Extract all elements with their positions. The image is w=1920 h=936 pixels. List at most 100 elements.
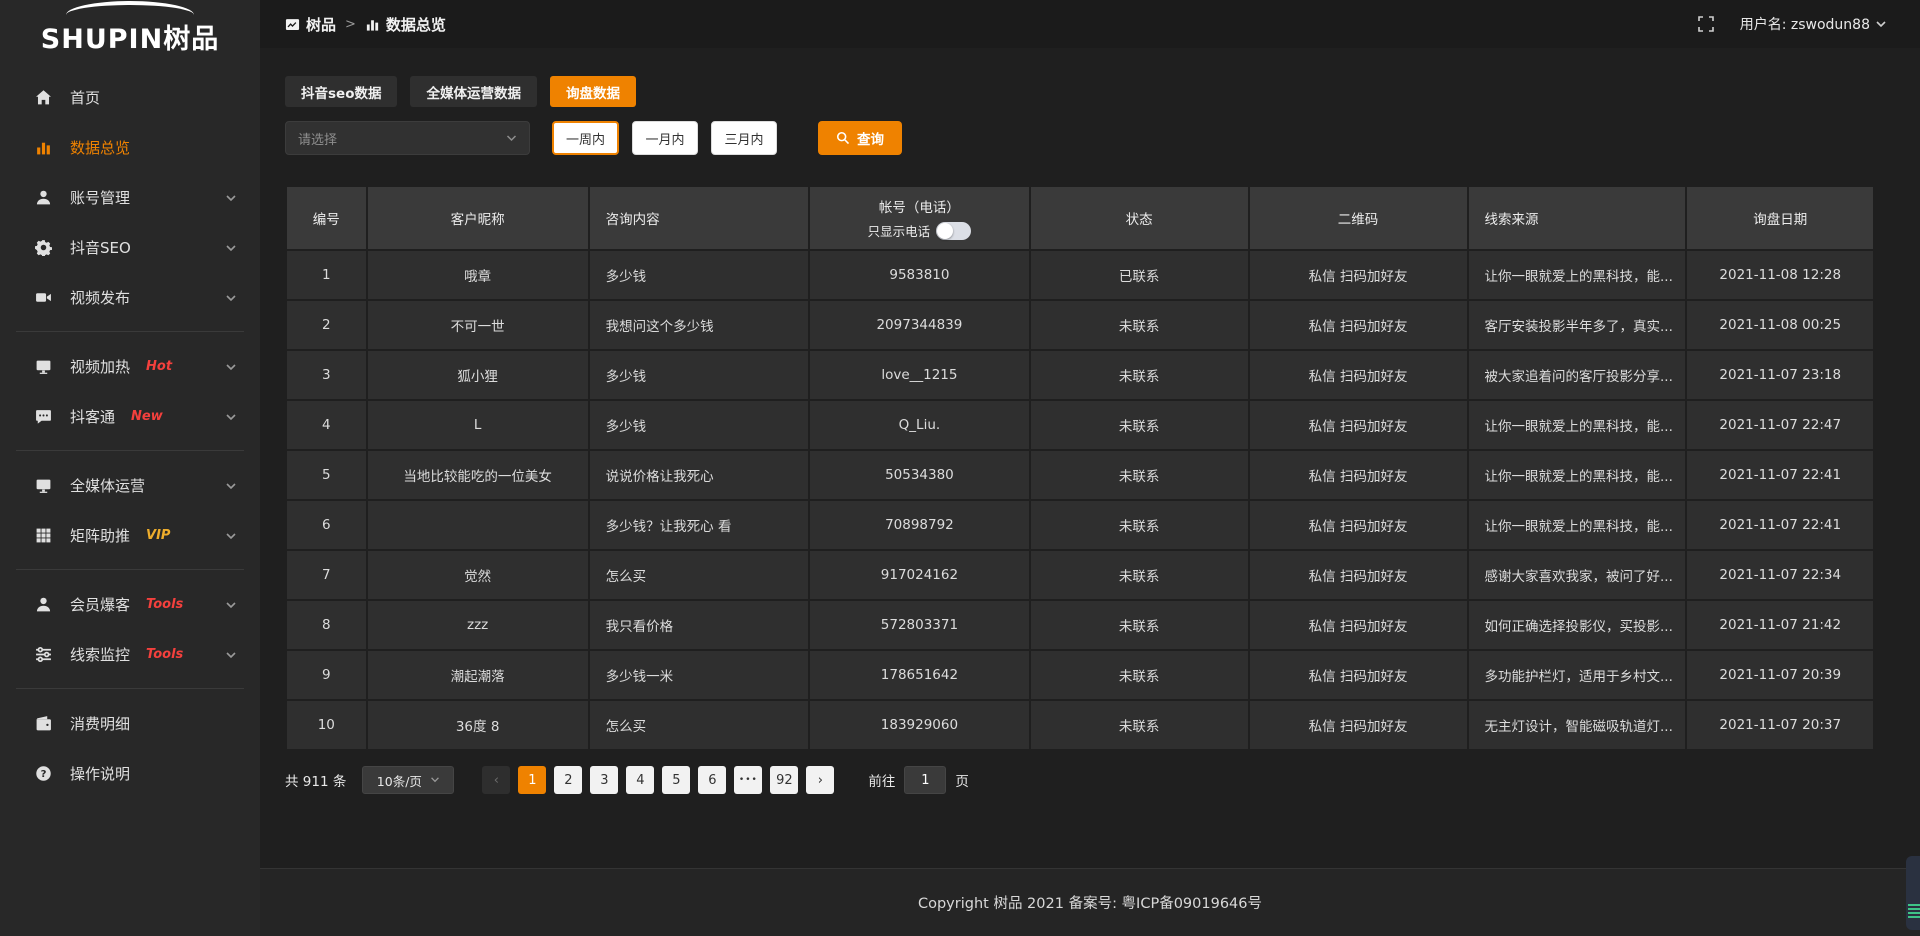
cell-id: 4 — [287, 401, 366, 449]
page-button-1[interactable]: 1 — [518, 766, 547, 794]
page-size-select[interactable]: 10条/页 — [362, 766, 455, 794]
cell-source[interactable]: 让你一眼就爱上的黑科技，能... — [1468, 451, 1686, 499]
cell-qrcode[interactable]: 私信 扫码加好友 — [1249, 351, 1467, 399]
range-button-三月内[interactable]: 三月内 — [711, 121, 778, 155]
cell-content: 我想问这个多少钱 — [589, 301, 809, 349]
cell-qrcode[interactable]: 私信 扫码加好友 — [1249, 701, 1467, 749]
page-button-2[interactable]: 2 — [554, 766, 583, 794]
sidebar-divider — [16, 569, 244, 570]
sidebar-item-抖音SEO[interactable]: 抖音SEO — [0, 222, 260, 272]
cell-source[interactable]: 感谢大家喜欢我家，被问了好... — [1468, 551, 1686, 599]
sidebar-item-label: 视频发布 — [70, 288, 131, 307]
cell-qrcode[interactable]: 私信 扫码加好友 — [1249, 451, 1467, 499]
cell-qrcode[interactable]: 私信 扫码加好友 — [1249, 401, 1467, 449]
cell-id: 8 — [287, 601, 366, 649]
username-label: 用户名: zswodun88 — [1739, 17, 1870, 33]
cell-status: 已联系 — [1030, 251, 1248, 299]
corner-widget[interactable] — [1906, 856, 1920, 930]
breadcrumb-separator: > — [345, 16, 356, 32]
cell-status: 未联系 — [1030, 701, 1248, 749]
cell-date: 2021-11-07 20:37 — [1687, 701, 1873, 749]
chevron-down-icon — [226, 645, 236, 663]
sidebar-item-视频加热[interactable]: 视频加热 Hot — [0, 341, 260, 391]
sidebar-nav: 首页 数据总览 账号管理 抖音SEO 视频发布视频加热 Hot 抖客通 New 全媒体运营 矩阵助… — [0, 72, 260, 798]
column-header-account: 帐号（电话） 只显示电话 — [810, 187, 1029, 249]
select-placeholder: 请选择 — [298, 132, 338, 148]
grid-icon — [35, 527, 52, 544]
sidebar-item-全媒体运营[interactable]: 全媒体运营 — [0, 460, 260, 510]
prev-page-button[interactable]: ‹ — [482, 766, 511, 794]
column-header-content: 咨询内容 — [589, 187, 809, 249]
sidebar-item-label: 抖客通 — [70, 407, 116, 426]
table-row: 6 多少钱？让我死心 看 70898792 未联系 私信 扫码加好友 让你一眼就爱上的黑科… — [287, 501, 1873, 549]
cell-qrcode[interactable]: 私信 扫码加好友 — [1249, 251, 1467, 299]
sidebar-item-会员爆客[interactable]: 会员爆客 Tools — [0, 579, 260, 629]
breadcrumb-item-数据总览[interactable]: 数据总览 — [365, 14, 446, 35]
page-button-3[interactable]: 3 — [590, 766, 619, 794]
tab-抖音seo数据[interactable]: 抖音seo数据 — [285, 76, 398, 107]
sidebar-item-视频发布[interactable]: 视频发布 — [0, 272, 260, 322]
cell-qrcode[interactable]: 私信 扫码加好友 — [1249, 501, 1467, 549]
sidebar-item-矩阵助推[interactable]: 矩阵助推 VIP — [0, 510, 260, 560]
sliders-icon — [35, 646, 52, 663]
fullscreen-icon[interactable] — [1697, 16, 1714, 32]
chevron-down-icon — [226, 188, 236, 206]
sidebar-item-数据总览[interactable]: 数据总览 — [0, 122, 260, 172]
svg-text:?: ? — [41, 769, 47, 780]
cell-source[interactable]: 无主灯设计，智能磁吸轨道灯... — [1468, 701, 1686, 749]
cell-source[interactable]: 多功能护栏灯，适用于乡村文... — [1468, 651, 1686, 699]
filter-row: 请选择 一周内 一月内 三月内 查询 — [285, 121, 1875, 155]
page-button-4[interactable]: 4 — [626, 766, 655, 794]
sidebar-item-首页[interactable]: 首页 — [0, 72, 260, 122]
cell-status: 未联系 — [1030, 401, 1248, 449]
cell-content: 多少钱？让我死心 看 — [589, 501, 809, 549]
cell-date: 2021-11-07 21:42 — [1687, 601, 1873, 649]
sidebar-item-操作说明[interactable]: ? 操作说明 — [0, 748, 260, 798]
user-menu[interactable]: 用户名: zswodun88 — [1740, 14, 1886, 34]
cell-nickname: 潮起潮落 — [367, 651, 588, 699]
chevron-down-icon — [1876, 16, 1886, 32]
account-select[interactable]: 请选择 — [285, 121, 530, 155]
cell-status: 未联系 — [1030, 601, 1248, 649]
tab-询盘数据[interactable]: 询盘数据 — [549, 76, 636, 107]
cell-source[interactable]: 让你一眼就爱上的黑科技，能... — [1468, 501, 1686, 549]
cell-qrcode[interactable]: 私信 扫码加好友 — [1249, 551, 1467, 599]
page-button-92[interactable]: 92 — [770, 766, 799, 794]
goto-page-input[interactable] — [904, 766, 947, 794]
cell-status: 未联系 — [1030, 551, 1248, 599]
cell-nickname: 36度 8 — [367, 701, 588, 749]
chevron-down-icon — [226, 357, 236, 375]
page-ellipsis-button[interactable]: ••• — [734, 766, 763, 794]
sidebar-item-账号管理[interactable]: 账号管理 — [0, 172, 260, 222]
sidebar-item-label: 操作说明 — [70, 764, 131, 783]
range-button-一月内[interactable]: 一月内 — [632, 121, 699, 155]
page-button-5[interactable]: 5 — [662, 766, 691, 794]
cell-account: love__1215 — [810, 351, 1029, 399]
next-page-button[interactable]: › — [806, 766, 835, 794]
cell-source[interactable]: 如何正确选择投影仪，买投影... — [1468, 601, 1686, 649]
cell-source[interactable]: 被大家追着问的客厅投影分享... — [1468, 351, 1686, 399]
inquiry-table: 编号 客户昵称 咨询内容 帐号（电话） 只显示电话 状态 二维码 线索来源 询盘日期 1 哦章 多少… — [285, 185, 1875, 751]
page-number-buttons: 1 2 3 4 5 6 ••• 92 — [518, 766, 806, 794]
cell-qrcode[interactable]: 私信 扫码加好友 — [1249, 301, 1467, 349]
range-button-一周内[interactable]: 一周内 — [552, 121, 620, 155]
goto-page: 前往 页 — [868, 766, 969, 794]
cell-qrcode[interactable]: 私信 扫码加好友 — [1249, 601, 1467, 649]
search-button[interactable]: 查询 — [818, 121, 903, 155]
cell-source[interactable]: 让你一眼就爱上的黑科技，能... — [1468, 251, 1686, 299]
table-header-row: 编号 客户昵称 咨询内容 帐号（电话） 只显示电话 状态 二维码 线索来源 询盘日期 — [287, 187, 1873, 249]
copyright-text: Copyright 树品 2021 备案号: 粤ICP备09019646号 — [917, 896, 1263, 912]
cell-qrcode[interactable]: 私信 扫码加好友 — [1249, 651, 1467, 699]
phone-only-toggle[interactable] — [936, 221, 972, 240]
tab-全媒体运营数据[interactable]: 全媒体运营数据 — [410, 76, 537, 107]
cell-account: 572803371 — [810, 601, 1029, 649]
sidebar-item-消费明细[interactable]: 消费明细 — [0, 698, 260, 748]
breadcrumb-item-树品[interactable]: 树品 — [285, 14, 336, 35]
cell-source[interactable]: 客厅安装投影半年多了，真实... — [1468, 301, 1686, 349]
table-row: 7 觉然 怎么买 917024162 未联系 私信 扫码加好友 感谢大家喜欢我家，被问了好.… — [287, 551, 1873, 599]
page-button-6[interactable]: 6 — [698, 766, 727, 794]
sidebar-item-线索监控[interactable]: 线索监控 Tools — [0, 629, 260, 679]
sidebar-item-抖客通[interactable]: 抖客通 New — [0, 391, 260, 441]
cell-source[interactable]: 让你一眼就爱上的黑科技，能... — [1468, 401, 1686, 449]
